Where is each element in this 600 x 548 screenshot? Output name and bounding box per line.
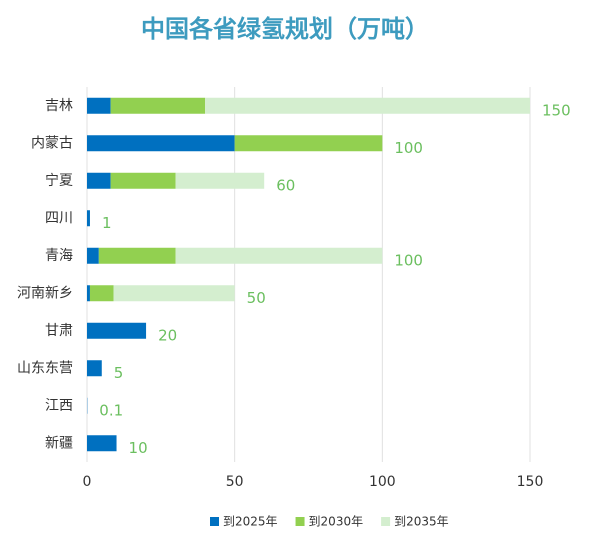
bar-segment <box>114 285 235 301</box>
bar-segment <box>111 173 176 189</box>
bar-segment <box>176 248 383 264</box>
y-tick-label: 甘肃 <box>45 323 73 339</box>
total-label: 20 <box>158 326 177 344</box>
total-label: 150 <box>542 101 571 119</box>
total-label: 1 <box>102 214 112 232</box>
bar-segment <box>90 285 114 301</box>
legend-swatch <box>210 517 219 526</box>
total-label: 100 <box>394 139 423 157</box>
y-tick-label: 内蒙古 <box>31 135 73 151</box>
x-tick-label: 150 <box>517 474 544 490</box>
legend-label: 到2035年 <box>394 515 449 529</box>
bar-segment <box>176 173 265 189</box>
bar-segment <box>87 173 111 189</box>
y-tick-label: 江西 <box>45 398 73 414</box>
chart-title: 中国各省绿氢规划（万吨） <box>141 15 429 43</box>
x-tick-label: 0 <box>83 474 92 490</box>
y-tick-label: 河南新乡 <box>17 285 73 301</box>
x-tick-label: 100 <box>369 474 396 490</box>
legend-label: 到2025年 <box>223 515 278 529</box>
bar-segment <box>87 323 146 339</box>
bar-segment <box>111 98 206 114</box>
legend-swatch <box>296 517 305 526</box>
legend-swatch <box>381 517 390 526</box>
bar-segment <box>99 248 176 264</box>
y-tick-label: 新疆 <box>45 435 73 451</box>
y-tick-label: 青海 <box>45 248 73 264</box>
bar-segment <box>87 285 90 301</box>
total-label: 50 <box>247 289 266 307</box>
bar-segment <box>87 210 90 226</box>
bar-segment <box>87 248 99 264</box>
total-label: 0.1 <box>99 401 123 419</box>
total-label: 60 <box>276 176 295 194</box>
bar-segment <box>235 135 383 151</box>
y-tick-label: 宁夏 <box>45 172 73 189</box>
total-label: 5 <box>114 364 124 382</box>
bar-segment <box>87 98 111 114</box>
total-label: 10 <box>129 439 148 457</box>
bar-segment <box>87 135 235 151</box>
total-label: 100 <box>394 251 423 269</box>
bar-segment <box>87 435 117 451</box>
legend-label: 到2030年 <box>309 515 364 529</box>
x-tick-label: 50 <box>226 474 244 490</box>
y-tick-label: 山东东营 <box>17 360 73 376</box>
bar-segment <box>205 98 530 114</box>
y-tick-label: 吉林 <box>45 98 73 114</box>
bar-segment <box>87 360 102 376</box>
y-tick-label: 四川 <box>45 210 73 226</box>
